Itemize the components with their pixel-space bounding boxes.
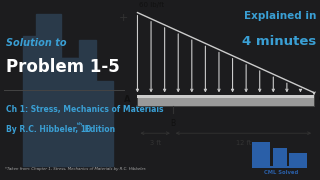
Text: *Taken from: Chapter 1, Stress, Mechanics of Materials by R.C. Hibbeler.: *Taken from: Chapter 1, Stress, Mechanic… [5,167,146,171]
Polygon shape [61,40,113,166]
Text: +: + [119,13,128,23]
Text: Problem 1-5: Problem 1-5 [6,58,120,76]
Polygon shape [23,14,77,166]
Text: Explained in: Explained in [244,11,316,21]
Text: 4 minutes: 4 minutes [242,35,316,48]
Text: Edition: Edition [82,125,115,134]
Text: CML Solved: CML Solved [264,170,299,175]
Text: Solution to: Solution to [6,38,67,48]
Bar [252,142,270,166]
Text: th: th [77,122,82,126]
Text: B: B [170,119,175,128]
Bar [252,166,307,168]
Text: A: A [124,94,131,103]
Bar [138,95,314,106]
Text: By R.C. Hibbeler, 10: By R.C. Hibbeler, 10 [6,125,92,134]
Text: Ch 1: Stress, Mechanics of Materials: Ch 1: Stress, Mechanics of Materials [6,105,164,114]
Text: 3 ft: 3 ft [149,140,161,146]
Text: C: C [319,94,320,103]
Bar [138,95,314,98]
Bar [289,153,307,166]
Bar [273,148,287,166]
Text: 60 lb/ft: 60 lb/ft [140,2,164,8]
Text: 12 ft: 12 ft [236,140,251,146]
